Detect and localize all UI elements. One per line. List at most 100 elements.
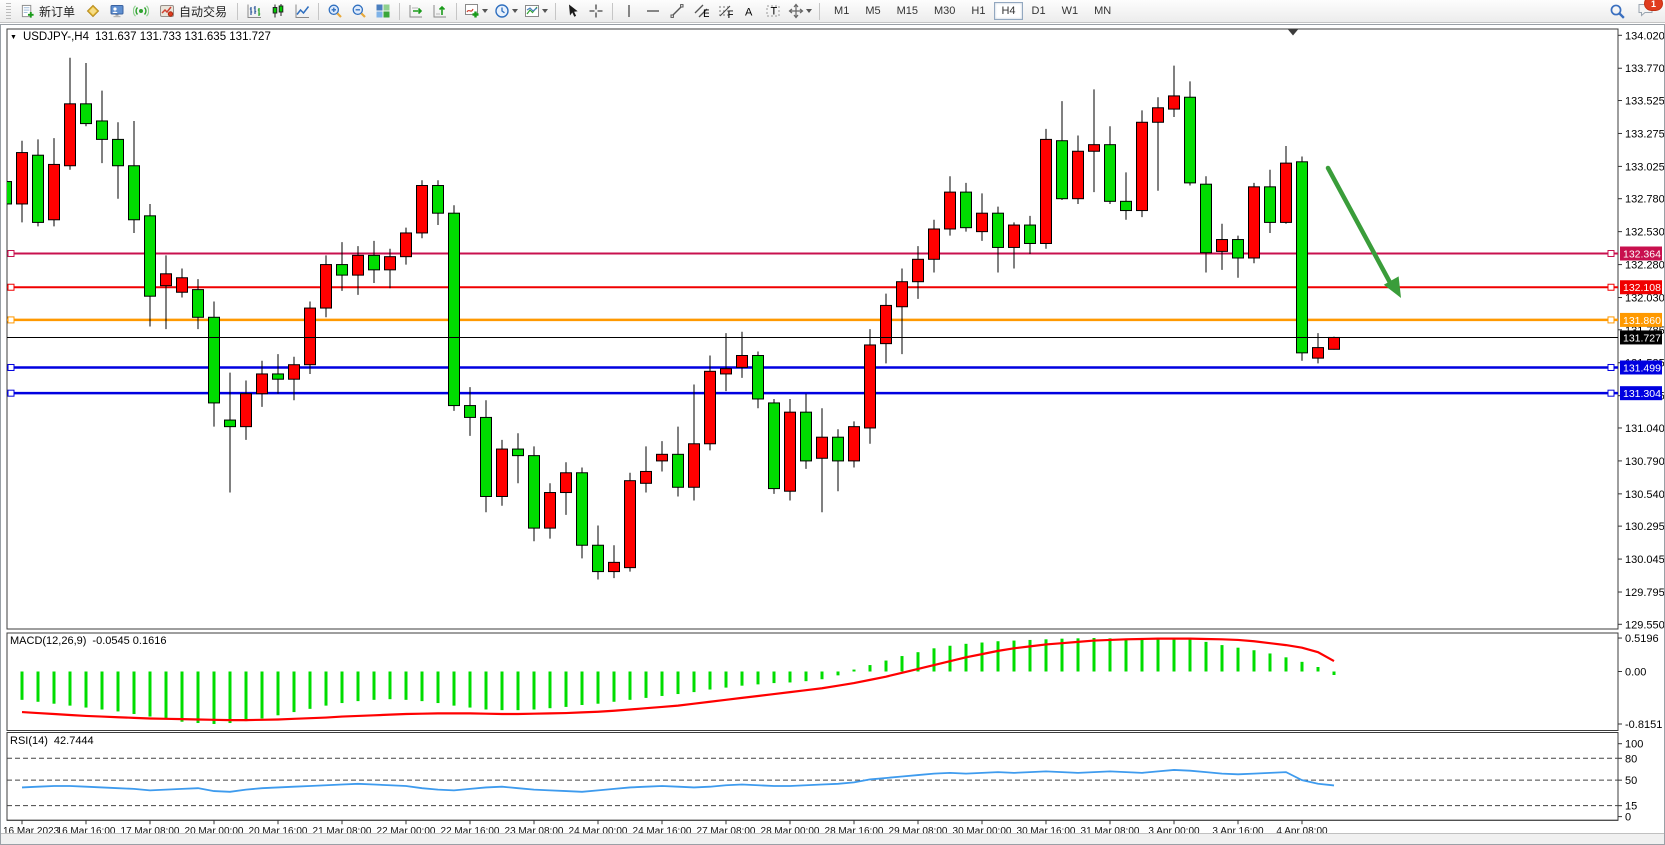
- candle: [1120, 172, 1132, 220]
- separator: [456, 2, 458, 20]
- new-order-label: 新订单: [39, 4, 76, 19]
- arrows-dropdown[interactable]: [785, 3, 815, 19]
- hline-handle[interactable]: [7, 250, 15, 258]
- chat-button[interactable]: 1: [1637, 0, 1663, 21]
- hline-handle[interactable]: [7, 389, 15, 397]
- hline-handle[interactable]: [1607, 363, 1615, 371]
- candle: [384, 248, 396, 289]
- timeframe-button-w1[interactable]: W1: [1055, 2, 1086, 20]
- hline-132.108[interactable]: [7, 283, 1618, 291]
- svg-text:132.364: 132.364: [1623, 249, 1661, 261]
- svg-text:132.030: 132.030: [1625, 293, 1664, 305]
- templates-icon: [525, 5, 540, 17]
- separator: [819, 2, 821, 20]
- hline-handle[interactable]: [1607, 316, 1615, 324]
- trendline-icon[interactable]: [665, 0, 689, 22]
- svg-text:129.795: 129.795: [1625, 587, 1664, 599]
- svg-text:16 Mar 2023: 16 Mar 2023: [3, 826, 60, 834]
- indicators-dropdown[interactable]: [461, 3, 491, 19]
- templates-dropdown[interactable]: [521, 3, 551, 19]
- zoom-out-icon[interactable]: [347, 0, 371, 22]
- auto-scroll-icon[interactable]: [404, 0, 428, 22]
- label-icon[interactable]: T: [761, 0, 785, 22]
- panel-frame: [6, 632, 1619, 731]
- deposit-icon[interactable]: [81, 0, 105, 22]
- support-icon[interactable]: [105, 0, 129, 22]
- price-tag-132.364: 132.364: [1620, 246, 1662, 261]
- hline-handle[interactable]: [7, 316, 15, 324]
- search-icon[interactable]: [1605, 0, 1629, 22]
- candle: [1040, 128, 1052, 249]
- hline-handle[interactable]: [1607, 283, 1615, 291]
- crosshair-icon[interactable]: [584, 0, 608, 22]
- candle: [560, 462, 572, 515]
- channel-icon[interactable]: E: [689, 0, 713, 22]
- timeframe-button-h4[interactable]: H4: [994, 2, 1023, 20]
- bar-chart-icon[interactable]: [242, 0, 266, 22]
- timeframe-button-mn[interactable]: MN: [1087, 2, 1118, 20]
- fibonacci-icon[interactable]: F: [713, 0, 737, 22]
- text-icon[interactable]: A: [737, 0, 761, 22]
- macd-values: -0.0545 0.1616: [92, 635, 167, 647]
- notification-badge: 1: [1644, 0, 1663, 11]
- price-tag-131.727: 131.727: [1620, 330, 1662, 345]
- timeframe-button-m30[interactable]: M30: [927, 2, 962, 20]
- periods-dropdown[interactable]: [491, 3, 521, 19]
- chart-canvas[interactable]: 134.020 133.770 133.525 133.275 133.025 132.7…: [1, 25, 1664, 834]
- candle: [336, 242, 348, 291]
- candle: [1104, 126, 1116, 204]
- autotrading-icon: [160, 5, 175, 17]
- horizontal-line-icon[interactable]: [641, 0, 665, 22]
- svg-text:20 Mar 00:00: 20 Mar 00:00: [185, 826, 244, 834]
- candle: [816, 408, 828, 513]
- hline-handle[interactable]: [7, 363, 15, 371]
- hline-132.364[interactable]: [7, 250, 1618, 258]
- svg-text:131.860: 131.860: [1623, 315, 1661, 327]
- toolbar-grip[interactable]: [6, 3, 11, 19]
- signals-icon[interactable]: [129, 0, 153, 22]
- collapse-triangle-icon[interactable]: ▼: [10, 33, 17, 41]
- autotrading-button[interactable]: 自动交易: [153, 1, 233, 22]
- hline-handle[interactable]: [1607, 250, 1615, 258]
- price-axis[interactable]: 134.020 133.770 133.525 133.275 133.025 132.7…: [1618, 30, 1664, 824]
- trend-arrow-annotation[interactable]: [1325, 165, 1401, 298]
- vertical-line-icon[interactable]: [617, 0, 641, 22]
- candle: [496, 439, 508, 506]
- candle: [640, 446, 652, 493]
- hline-131.499[interactable]: [7, 363, 1618, 371]
- timeframe-button-m1[interactable]: M1: [827, 2, 856, 20]
- price-tag-131.860: 131.860: [1620, 312, 1662, 327]
- timeframe-button-d1[interactable]: D1: [1025, 2, 1053, 20]
- hline-131.304[interactable]: [7, 389, 1618, 397]
- cursor-icon[interactable]: [560, 0, 584, 22]
- candle: [464, 387, 476, 436]
- line-chart-icon[interactable]: [290, 0, 314, 22]
- candle: [864, 329, 876, 444]
- chart-shift-marker-icon[interactable]: [1288, 29, 1298, 36]
- hline-handle[interactable]: [7, 283, 15, 291]
- candle: [624, 472, 636, 572]
- svg-text:133.275: 133.275: [1625, 128, 1664, 140]
- tile-windows-icon[interactable]: [371, 0, 395, 22]
- candlestick-icon[interactable]: [266, 0, 290, 22]
- candle: [64, 57, 76, 170]
- hline-handle[interactable]: [1607, 389, 1615, 397]
- new-order-button[interactable]: 新订单: [14, 1, 81, 22]
- timeframe-button-m15[interactable]: M15: [890, 2, 925, 20]
- candle: [544, 483, 556, 539]
- candle: [1248, 182, 1260, 264]
- timeframe-button-h1[interactable]: H1: [964, 2, 992, 20]
- separator: [237, 2, 239, 20]
- macd-histogram: [20, 638, 1336, 724]
- candle: [1024, 215, 1036, 255]
- macd-label: MACD(12,26,9) -0.0545 0.1616: [10, 635, 166, 647]
- svg-text:131.727: 131.727: [1623, 332, 1661, 344]
- hline-131.860[interactable]: [7, 316, 1618, 324]
- zoom-in-icon[interactable]: [323, 0, 347, 22]
- timeframe-button-m5[interactable]: M5: [858, 2, 887, 20]
- chart-shift-icon[interactable]: [428, 0, 452, 22]
- svg-text:130.045: 130.045: [1625, 554, 1664, 566]
- svg-text:132.108: 132.108: [1623, 282, 1661, 294]
